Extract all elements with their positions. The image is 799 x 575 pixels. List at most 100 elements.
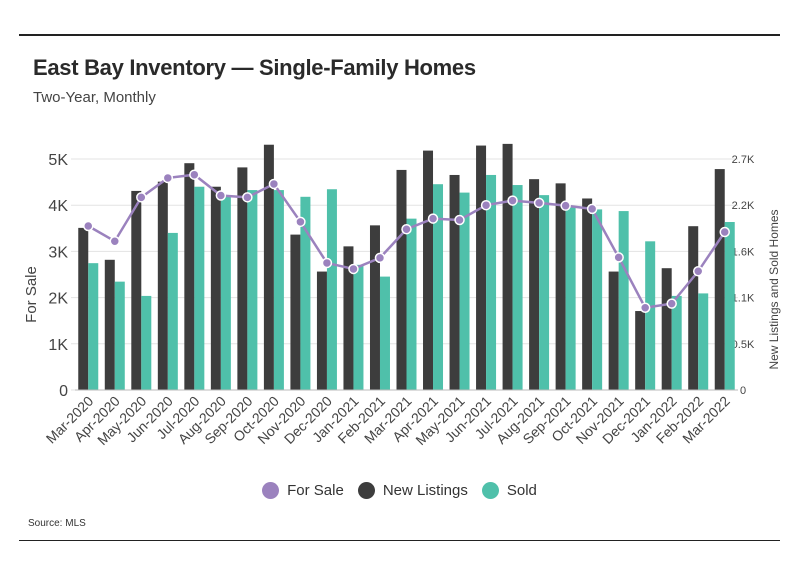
point-for-sale xyxy=(189,169,200,180)
bar-new-listings xyxy=(104,259,115,390)
point-for-sale xyxy=(666,298,677,309)
point-for-sale xyxy=(136,192,147,203)
bar-sold xyxy=(512,185,523,390)
bar-new-listings xyxy=(449,174,460,390)
chart-legend: For Sale New Listings Sold xyxy=(0,482,799,499)
bottom-rule xyxy=(19,540,780,541)
point-for-sale xyxy=(268,178,280,190)
point-for-sale xyxy=(692,266,704,277)
bar-sold xyxy=(88,263,99,390)
point-for-sale xyxy=(427,213,439,224)
point-for-sale xyxy=(454,214,465,226)
y2-axis-label: New Listings and Sold Homes xyxy=(767,209,781,369)
bar-new-listings xyxy=(396,169,407,390)
bar-sold xyxy=(220,195,231,390)
bar-sold xyxy=(698,293,709,390)
bar-new-listings xyxy=(184,163,195,390)
bar-sold xyxy=(565,206,576,390)
bar-sold xyxy=(433,184,444,390)
point-for-sale xyxy=(613,252,624,263)
bar-sold xyxy=(167,232,178,390)
bar-sold xyxy=(459,192,470,390)
legend-item-for-sale[interactable]: For Sale xyxy=(262,482,344,499)
chart-subtitle: Two-Year, Monthly xyxy=(33,89,156,106)
legend-item-new-listings[interactable]: New Listings xyxy=(357,482,468,499)
bar-new-listings xyxy=(714,169,725,390)
bar-sold xyxy=(247,190,258,390)
point-for-sale xyxy=(215,190,227,201)
y-tick-label: 2K xyxy=(48,291,68,308)
y-tick-label: 0 xyxy=(59,383,68,400)
bar-sold xyxy=(592,209,603,390)
point-for-sale xyxy=(83,220,94,232)
legend-label-sold: Sold xyxy=(506,482,537,499)
y2-tick-label: 2.2K xyxy=(732,200,755,212)
y2-tick-label: 0 xyxy=(740,385,746,397)
top-rule xyxy=(19,34,780,36)
y-axis-label: For Sale xyxy=(23,266,40,323)
y2-tick-label: 1.1K xyxy=(732,293,755,305)
bar-new-listings xyxy=(582,198,593,390)
bar-sold xyxy=(671,295,682,390)
bar-new-listings xyxy=(608,271,619,390)
y2-tick-label: 1.6K xyxy=(732,246,755,258)
bar-new-listings xyxy=(555,183,566,390)
bar-new-listings xyxy=(210,186,221,390)
legend-label-new-listings: New Listings xyxy=(382,482,468,499)
bar-sold xyxy=(379,276,390,390)
bar-new-listings xyxy=(263,144,274,390)
point-for-sale xyxy=(295,216,306,228)
point-for-sale xyxy=(162,172,174,184)
legend-label-for-sale: For Sale xyxy=(287,482,344,499)
bar-new-listings xyxy=(78,227,89,390)
bar-new-listings xyxy=(635,311,646,390)
bar-new-listings xyxy=(476,145,487,390)
bar-sold xyxy=(141,295,152,390)
bar-new-listings xyxy=(157,181,168,390)
bar-sold xyxy=(406,218,417,390)
bar-sold xyxy=(194,186,205,390)
point-for-sale xyxy=(348,263,359,275)
bar-new-listings xyxy=(237,167,248,390)
bar-new-listings xyxy=(529,179,540,390)
y-tick-label: 1K xyxy=(48,337,68,354)
bar-new-listings xyxy=(502,143,513,390)
point-for-sale xyxy=(560,200,571,211)
bar-new-listings xyxy=(423,150,434,390)
bar-sold xyxy=(618,211,629,390)
source-note: Source: MLS xyxy=(28,518,86,529)
chart-title: East Bay Inventory — Single-Family Homes xyxy=(33,55,476,80)
y-tick-label: 4K xyxy=(48,198,68,215)
point-for-sale xyxy=(321,257,333,269)
bar-new-listings xyxy=(688,226,699,390)
bar-sold xyxy=(486,174,497,390)
bar-new-listings xyxy=(131,190,142,390)
legend-swatch-new-listings xyxy=(357,482,375,499)
bar-new-listings xyxy=(290,234,301,390)
bar-sold xyxy=(645,241,656,390)
y2-tick-label: 0.5K xyxy=(732,339,755,351)
bar-new-listings xyxy=(369,225,380,390)
legend-swatch-sold xyxy=(481,482,499,499)
point-for-sale xyxy=(533,197,545,209)
point-for-sale xyxy=(401,223,412,235)
point-for-sale xyxy=(507,195,518,206)
bar-new-listings xyxy=(316,271,327,390)
bar-sold xyxy=(724,222,735,390)
bar-sold xyxy=(114,281,125,390)
bar-new-listings xyxy=(343,246,354,390)
point-for-sale xyxy=(374,252,386,264)
bar-sold xyxy=(273,190,284,390)
y2-tick-label: 2.7K xyxy=(732,154,755,166)
bar-sold xyxy=(300,196,311,390)
bar-sold xyxy=(353,264,364,390)
point-for-sale xyxy=(586,203,598,215)
point-for-sale xyxy=(242,192,253,203)
y-tick-label: 5K xyxy=(48,152,68,169)
bar-sold xyxy=(326,189,337,390)
legend-swatch-for-sale xyxy=(262,482,280,499)
point-for-sale xyxy=(639,302,651,314)
legend-item-sold[interactable]: Sold xyxy=(481,482,537,499)
point-for-sale xyxy=(480,199,492,211)
